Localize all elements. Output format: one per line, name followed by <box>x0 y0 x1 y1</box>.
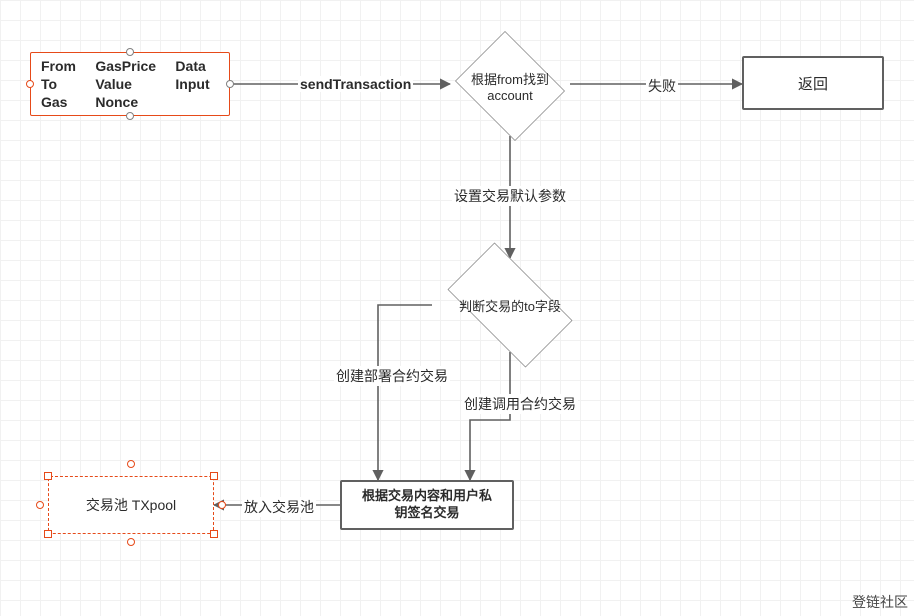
resize-handle-nw[interactable] <box>44 472 52 480</box>
field-gas: Gas <box>41 94 85 110</box>
edge-label-set-default: 设置交易默认参数 <box>452 186 568 206</box>
field-nonce: Nonce <box>95 94 165 110</box>
edge-create-deploy <box>378 305 432 480</box>
port-right-icon[interactable] <box>226 80 234 88</box>
node-return[interactable]: 返回 <box>742 56 884 110</box>
edge-create-call <box>470 352 510 480</box>
edge-label-fail: 失败 <box>646 76 678 96</box>
field-data: Data <box>175 58 219 74</box>
node-tx-input[interactable]: From GasPrice Data To Value Input Gas No… <box>30 52 230 116</box>
node-txpool-label: 交易池 TXpool <box>86 495 176 515</box>
edge-label-put-pool: 放入交易池 <box>242 497 316 517</box>
port-left-icon[interactable] <box>26 80 34 88</box>
flowchart-canvas: sendTransaction 失败 设置交易默认参数 创建部署合约交易 创建调… <box>0 0 914 616</box>
txpool-port-top-icon[interactable] <box>127 460 135 468</box>
node-find-account-label: 根据from找到 account <box>467 69 553 103</box>
field-gasprice: GasPrice <box>95 58 165 74</box>
watermark-text: 登链社区 <box>852 592 908 612</box>
resize-handle-se[interactable] <box>210 530 218 538</box>
node-find-account[interactable]: 根据from找到 account <box>450 36 570 136</box>
txpool-port-right-icon[interactable] <box>218 501 226 509</box>
port-top-icon[interactable] <box>126 48 134 56</box>
edge-label-create-call: 创建调用合约交易 <box>462 394 578 414</box>
node-sign-tx[interactable]: 根据交易内容和用户私 钥签名交易 <box>340 480 514 530</box>
tx-input-fields: From GasPrice Data To Value Input Gas No… <box>31 54 229 114</box>
port-bottom-icon[interactable] <box>126 112 134 120</box>
txpool-port-bottom-icon[interactable] <box>127 538 135 546</box>
txpool-port-left-icon[interactable] <box>36 501 44 509</box>
field-value: Value <box>95 76 165 92</box>
node-judge-to-label: 判断交易的to字段 <box>455 296 565 315</box>
resize-handle-ne[interactable] <box>210 472 218 480</box>
field-to: To <box>41 76 85 92</box>
field-from: From <box>41 58 85 74</box>
field-empty <box>175 94 219 110</box>
resize-handle-sw[interactable] <box>44 530 52 538</box>
node-judge-to[interactable]: 判断交易的to字段 <box>432 258 588 352</box>
edge-label-create-deploy: 创建部署合约交易 <box>334 366 450 386</box>
node-txpool[interactable]: 交易池 TXpool <box>48 476 214 534</box>
edge-label-send-transaction: sendTransaction <box>298 76 413 92</box>
node-return-label: 返回 <box>798 73 828 94</box>
node-sign-tx-label: 根据交易内容和用户私 钥签名交易 <box>362 488 492 522</box>
field-input: Input <box>175 76 219 92</box>
